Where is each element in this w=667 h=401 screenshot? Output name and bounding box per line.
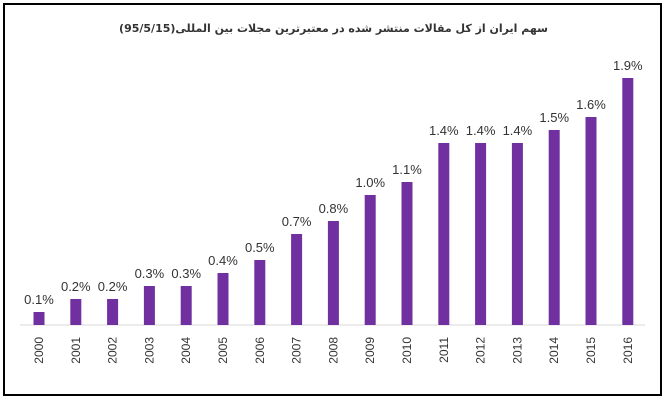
bar-2013 xyxy=(511,143,523,325)
data-label-2016: 1.9% xyxy=(613,58,643,73)
bar-2000 xyxy=(33,312,45,325)
bar-2016 xyxy=(622,78,634,325)
data-label-2010: 1.1% xyxy=(392,162,422,177)
x-tick-label-2004: 2004 xyxy=(179,337,193,364)
bar-2015 xyxy=(585,117,597,325)
x-tick-label-2008: 2008 xyxy=(326,337,340,364)
data-label-2000: 0.1% xyxy=(24,292,54,307)
x-tick-label-2000: 2000 xyxy=(32,337,46,364)
data-label-2003: 0.3% xyxy=(135,266,165,281)
bar-2012 xyxy=(475,143,487,325)
bar-2009 xyxy=(364,195,376,325)
bar-2014 xyxy=(548,130,560,325)
x-tick-label-2005: 2005 xyxy=(216,337,230,364)
bar-2008 xyxy=(327,221,339,325)
bar-2003 xyxy=(143,286,155,325)
x-tick-label-2016: 2016 xyxy=(621,337,635,364)
data-label-2007: 0.7% xyxy=(282,214,312,229)
x-tick-label-2009: 2009 xyxy=(363,337,377,364)
data-label-2012: 1.4% xyxy=(466,123,496,138)
chart-title: سهم ایران از کل مقالات منتشر شده در معتب… xyxy=(119,22,548,35)
data-label-2004: 0.3% xyxy=(171,266,201,281)
bar-2010 xyxy=(401,182,413,325)
data-label-2009: 1.0% xyxy=(355,175,385,190)
data-label-2015: 1.6% xyxy=(576,97,606,112)
x-tick-label-2003: 2003 xyxy=(142,337,156,364)
data-label-2006: 0.5% xyxy=(245,240,275,255)
data-label-2014: 1.5% xyxy=(539,110,569,125)
x-tick-label-2012: 2012 xyxy=(474,337,488,364)
bar-2005 xyxy=(217,273,229,325)
bar-2011 xyxy=(438,143,450,325)
x-tick-label-2001: 2001 xyxy=(69,337,83,364)
data-label-2011: 1.4% xyxy=(429,123,459,138)
x-tick-label-2013: 2013 xyxy=(510,337,524,364)
data-label-2013: 1.4% xyxy=(503,123,533,138)
bar-2001 xyxy=(70,299,82,325)
bar-2004 xyxy=(180,286,192,325)
data-label-2002: 0.2% xyxy=(98,279,128,294)
x-tick-label-2010: 2010 xyxy=(400,337,414,364)
data-label-2001: 0.2% xyxy=(61,279,91,294)
bar-2002 xyxy=(107,299,119,325)
x-tick-label-2014: 2014 xyxy=(547,337,561,364)
data-label-2008: 0.8% xyxy=(319,201,349,216)
x-tick-label-2015: 2015 xyxy=(584,337,598,364)
x-tick-label-2007: 2007 xyxy=(290,337,304,364)
x-tick-label-2011: 2011 xyxy=(437,337,451,363)
bar-2006 xyxy=(254,260,266,325)
data-label-2005: 0.4% xyxy=(208,253,238,268)
bar-2007 xyxy=(291,234,303,325)
x-tick-label-2006: 2006 xyxy=(253,337,267,364)
x-tick-label-2002: 2002 xyxy=(106,337,120,364)
